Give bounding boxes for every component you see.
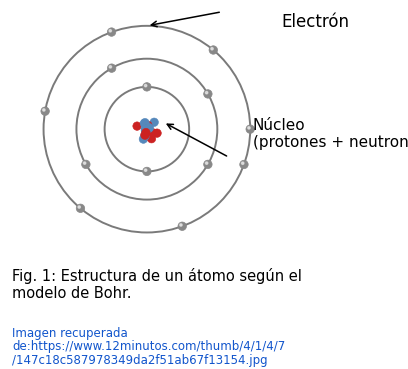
Circle shape	[150, 118, 158, 127]
Circle shape	[139, 135, 148, 143]
Text: /147c18c587978349da2f51ab67f13154.jpg: /147c18c587978349da2f51ab67f13154.jpg	[12, 354, 268, 367]
Circle shape	[206, 162, 208, 164]
Circle shape	[144, 85, 147, 87]
Circle shape	[153, 129, 161, 137]
Circle shape	[83, 162, 86, 164]
Circle shape	[144, 169, 147, 171]
Circle shape	[76, 204, 85, 213]
Circle shape	[143, 167, 151, 176]
Circle shape	[109, 66, 111, 68]
Circle shape	[178, 222, 186, 231]
Circle shape	[107, 64, 116, 72]
Circle shape	[141, 131, 149, 139]
Circle shape	[145, 124, 154, 132]
Circle shape	[209, 46, 217, 54]
Circle shape	[142, 128, 150, 137]
Circle shape	[140, 119, 149, 128]
Circle shape	[141, 124, 149, 133]
Circle shape	[141, 118, 149, 127]
Text: de:https://www.12minutos.com/thumb/4/1/4/7: de:https://www.12minutos.com/thumb/4/1/4…	[12, 340, 286, 353]
Circle shape	[248, 127, 250, 129]
Text: Imagen recuperada: Imagen recuperada	[12, 327, 128, 339]
Circle shape	[141, 126, 150, 135]
Circle shape	[133, 122, 141, 130]
Circle shape	[109, 30, 111, 32]
Circle shape	[144, 125, 153, 133]
Text: Electrón: Electrón	[282, 13, 350, 31]
Circle shape	[149, 129, 157, 137]
Circle shape	[43, 109, 45, 111]
Circle shape	[141, 126, 150, 135]
Text: Fig. 1: Estructura de un átomo según el
modelo de Bohr.: Fig. 1: Estructura de un átomo según el …	[12, 268, 302, 301]
Circle shape	[143, 83, 151, 91]
Circle shape	[145, 126, 153, 135]
Circle shape	[143, 125, 151, 133]
Text: Núcleo
(protones + neutrone: Núcleo (protones + neutrone	[253, 118, 408, 151]
Circle shape	[147, 134, 156, 143]
Circle shape	[206, 92, 208, 94]
Circle shape	[246, 125, 255, 133]
Circle shape	[211, 48, 213, 50]
Circle shape	[78, 206, 80, 208]
Circle shape	[204, 90, 212, 98]
Circle shape	[107, 28, 116, 36]
Circle shape	[240, 160, 248, 169]
Circle shape	[41, 107, 49, 115]
Circle shape	[144, 121, 152, 130]
Circle shape	[180, 224, 182, 226]
Circle shape	[141, 132, 149, 141]
Circle shape	[204, 160, 212, 169]
Circle shape	[141, 130, 149, 138]
Circle shape	[82, 160, 90, 169]
Circle shape	[242, 162, 244, 165]
